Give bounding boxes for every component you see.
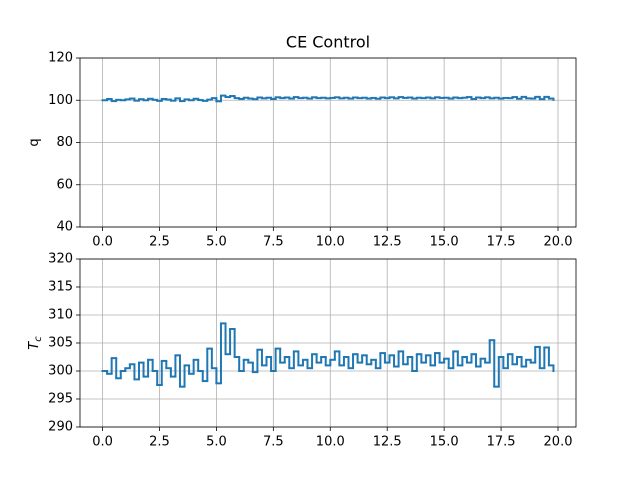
y-tick-label: 120 xyxy=(48,51,73,66)
x-tick-label: 17.5 xyxy=(487,435,516,450)
y-tick-label: 60 xyxy=(56,177,73,192)
y-tick-label: 310 xyxy=(48,308,73,323)
x-tick-label: 0.0 xyxy=(92,435,113,450)
y-tick-label: 80 xyxy=(56,135,73,150)
x-tick-label: 20.0 xyxy=(544,435,573,450)
y-tick-label: 305 xyxy=(48,336,73,351)
x-tick-label: 15.0 xyxy=(430,235,459,250)
x-tick-label: 17.5 xyxy=(487,235,516,250)
x-tick-label: 7.5 xyxy=(263,235,284,250)
x-tick-label: 7.5 xyxy=(263,435,284,450)
x-tick-label: 2.5 xyxy=(149,235,170,250)
axes-frame xyxy=(79,57,577,228)
y-axis-label: Tc xyxy=(27,336,45,350)
y-tick-label: 40 xyxy=(56,220,73,235)
axes-frame xyxy=(79,258,577,428)
x-tick-label: 2.5 xyxy=(149,435,170,450)
y-tick-label: 295 xyxy=(48,392,73,407)
x-tick-label: 5.0 xyxy=(206,235,227,250)
chart-title: CE Control xyxy=(286,33,370,52)
y-axis-label: q xyxy=(27,138,42,146)
y-axis-label-main: q xyxy=(27,138,42,146)
x-tick-label: 5.0 xyxy=(206,435,227,450)
x-tick-label: 20.0 xyxy=(544,235,573,250)
x-tick-label: 12.5 xyxy=(373,235,402,250)
y-tick-label: 320 xyxy=(48,252,73,267)
y-axis-label-main: T xyxy=(27,341,42,350)
x-tick-label: 0.0 xyxy=(92,235,113,250)
y-axis-label-sub: c xyxy=(33,336,44,342)
y-tick-label: 100 xyxy=(48,93,73,108)
x-tick-label: 15.0 xyxy=(430,435,459,450)
y-tick-label: 300 xyxy=(48,364,73,379)
y-tick-label: 290 xyxy=(48,420,73,435)
y-tick-label: 315 xyxy=(48,280,73,295)
x-tick-label: 10.0 xyxy=(316,435,345,450)
x-tick-label: 12.5 xyxy=(373,435,402,450)
x-tick-label: 10.0 xyxy=(316,235,345,250)
